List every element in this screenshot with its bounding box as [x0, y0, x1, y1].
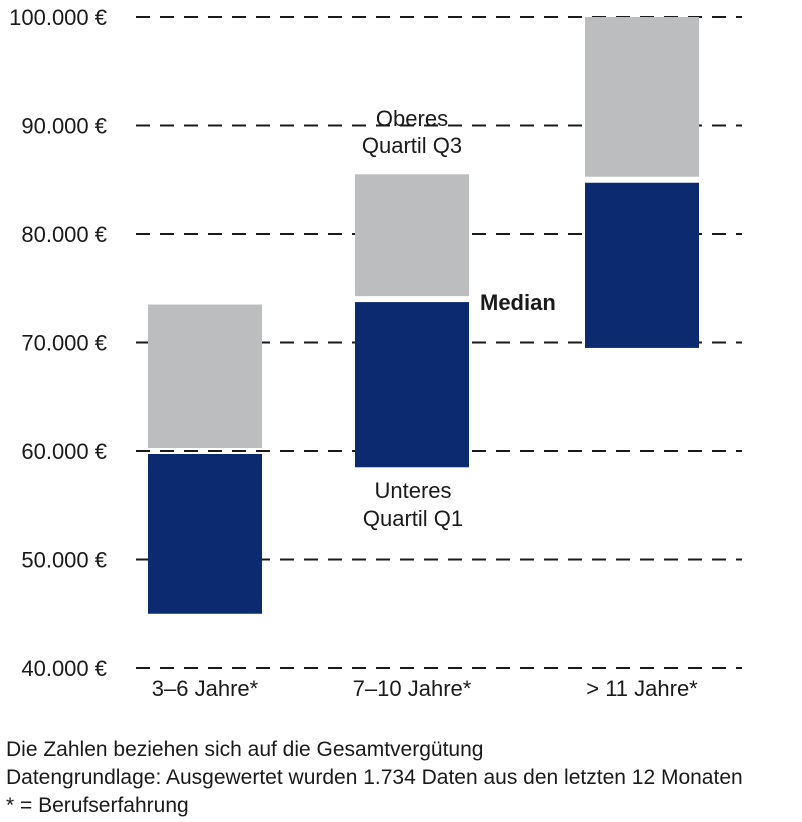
range-bars	[148, 17, 699, 614]
y-tick-label: 100.000 €	[9, 5, 107, 30]
footnotes: Die Zahlen beziehen sich auf die Gesamtv…	[6, 736, 743, 820]
footnote-data-basis: Datengrundlage: Ausgewertet wurden 1.734…	[6, 766, 743, 789]
q3-annotation-line2: Quartil Q3	[362, 133, 462, 158]
q1-annotation-line1: Unteres	[374, 478, 451, 503]
upper-quartile-bar	[355, 174, 469, 297]
upper-quartile-bar	[148, 304, 262, 448]
lower-quartile-bar	[585, 182, 699, 348]
x-axis-category-labels: 3–6 Jahre* 7–10 Jahre* > 11 Jahre*	[152, 676, 698, 700]
y-tick-label: 80.000 €	[21, 222, 107, 247]
y-tick-label: 50.000 €	[21, 548, 107, 573]
lower-quartile-bar	[148, 454, 262, 614]
y-tick-label: 70.000 €	[21, 331, 107, 356]
upper-quartile-bar	[585, 17, 699, 177]
median-annotation: Median	[480, 290, 556, 315]
footnote-asterisk: * = Berufserfahrung	[6, 794, 189, 817]
y-axis-tick-labels: 40.000 € 50.000 € 60.000 € 70.000 € 80.000 €…	[9, 5, 107, 681]
salary-chart: 40.000 € 50.000 € 60.000 € 70.000 € 80.000 €…	[9, 5, 742, 700]
x-category-label: > 11 Jahre*	[586, 676, 698, 700]
y-tick-label: 40.000 €	[21, 656, 107, 681]
x-category-label: 3–6 Jahre*	[152, 676, 259, 700]
y-tick-label: 60.000 €	[21, 439, 107, 464]
q3-annotation-line1: Oberes	[376, 106, 448, 131]
y-tick-label: 90.000 €	[21, 114, 107, 139]
q1-annotation-line2: Quartil Q1	[363, 506, 463, 531]
footnote-total-compensation: Die Zahlen beziehen sich auf die Gesamtv…	[6, 738, 484, 761]
annotations: Oberes Quartil Q3 Median Unteres Quartil…	[362, 106, 556, 531]
lower-quartile-bar	[355, 302, 469, 468]
x-category-label: 7–10 Jahre*	[353, 676, 472, 700]
